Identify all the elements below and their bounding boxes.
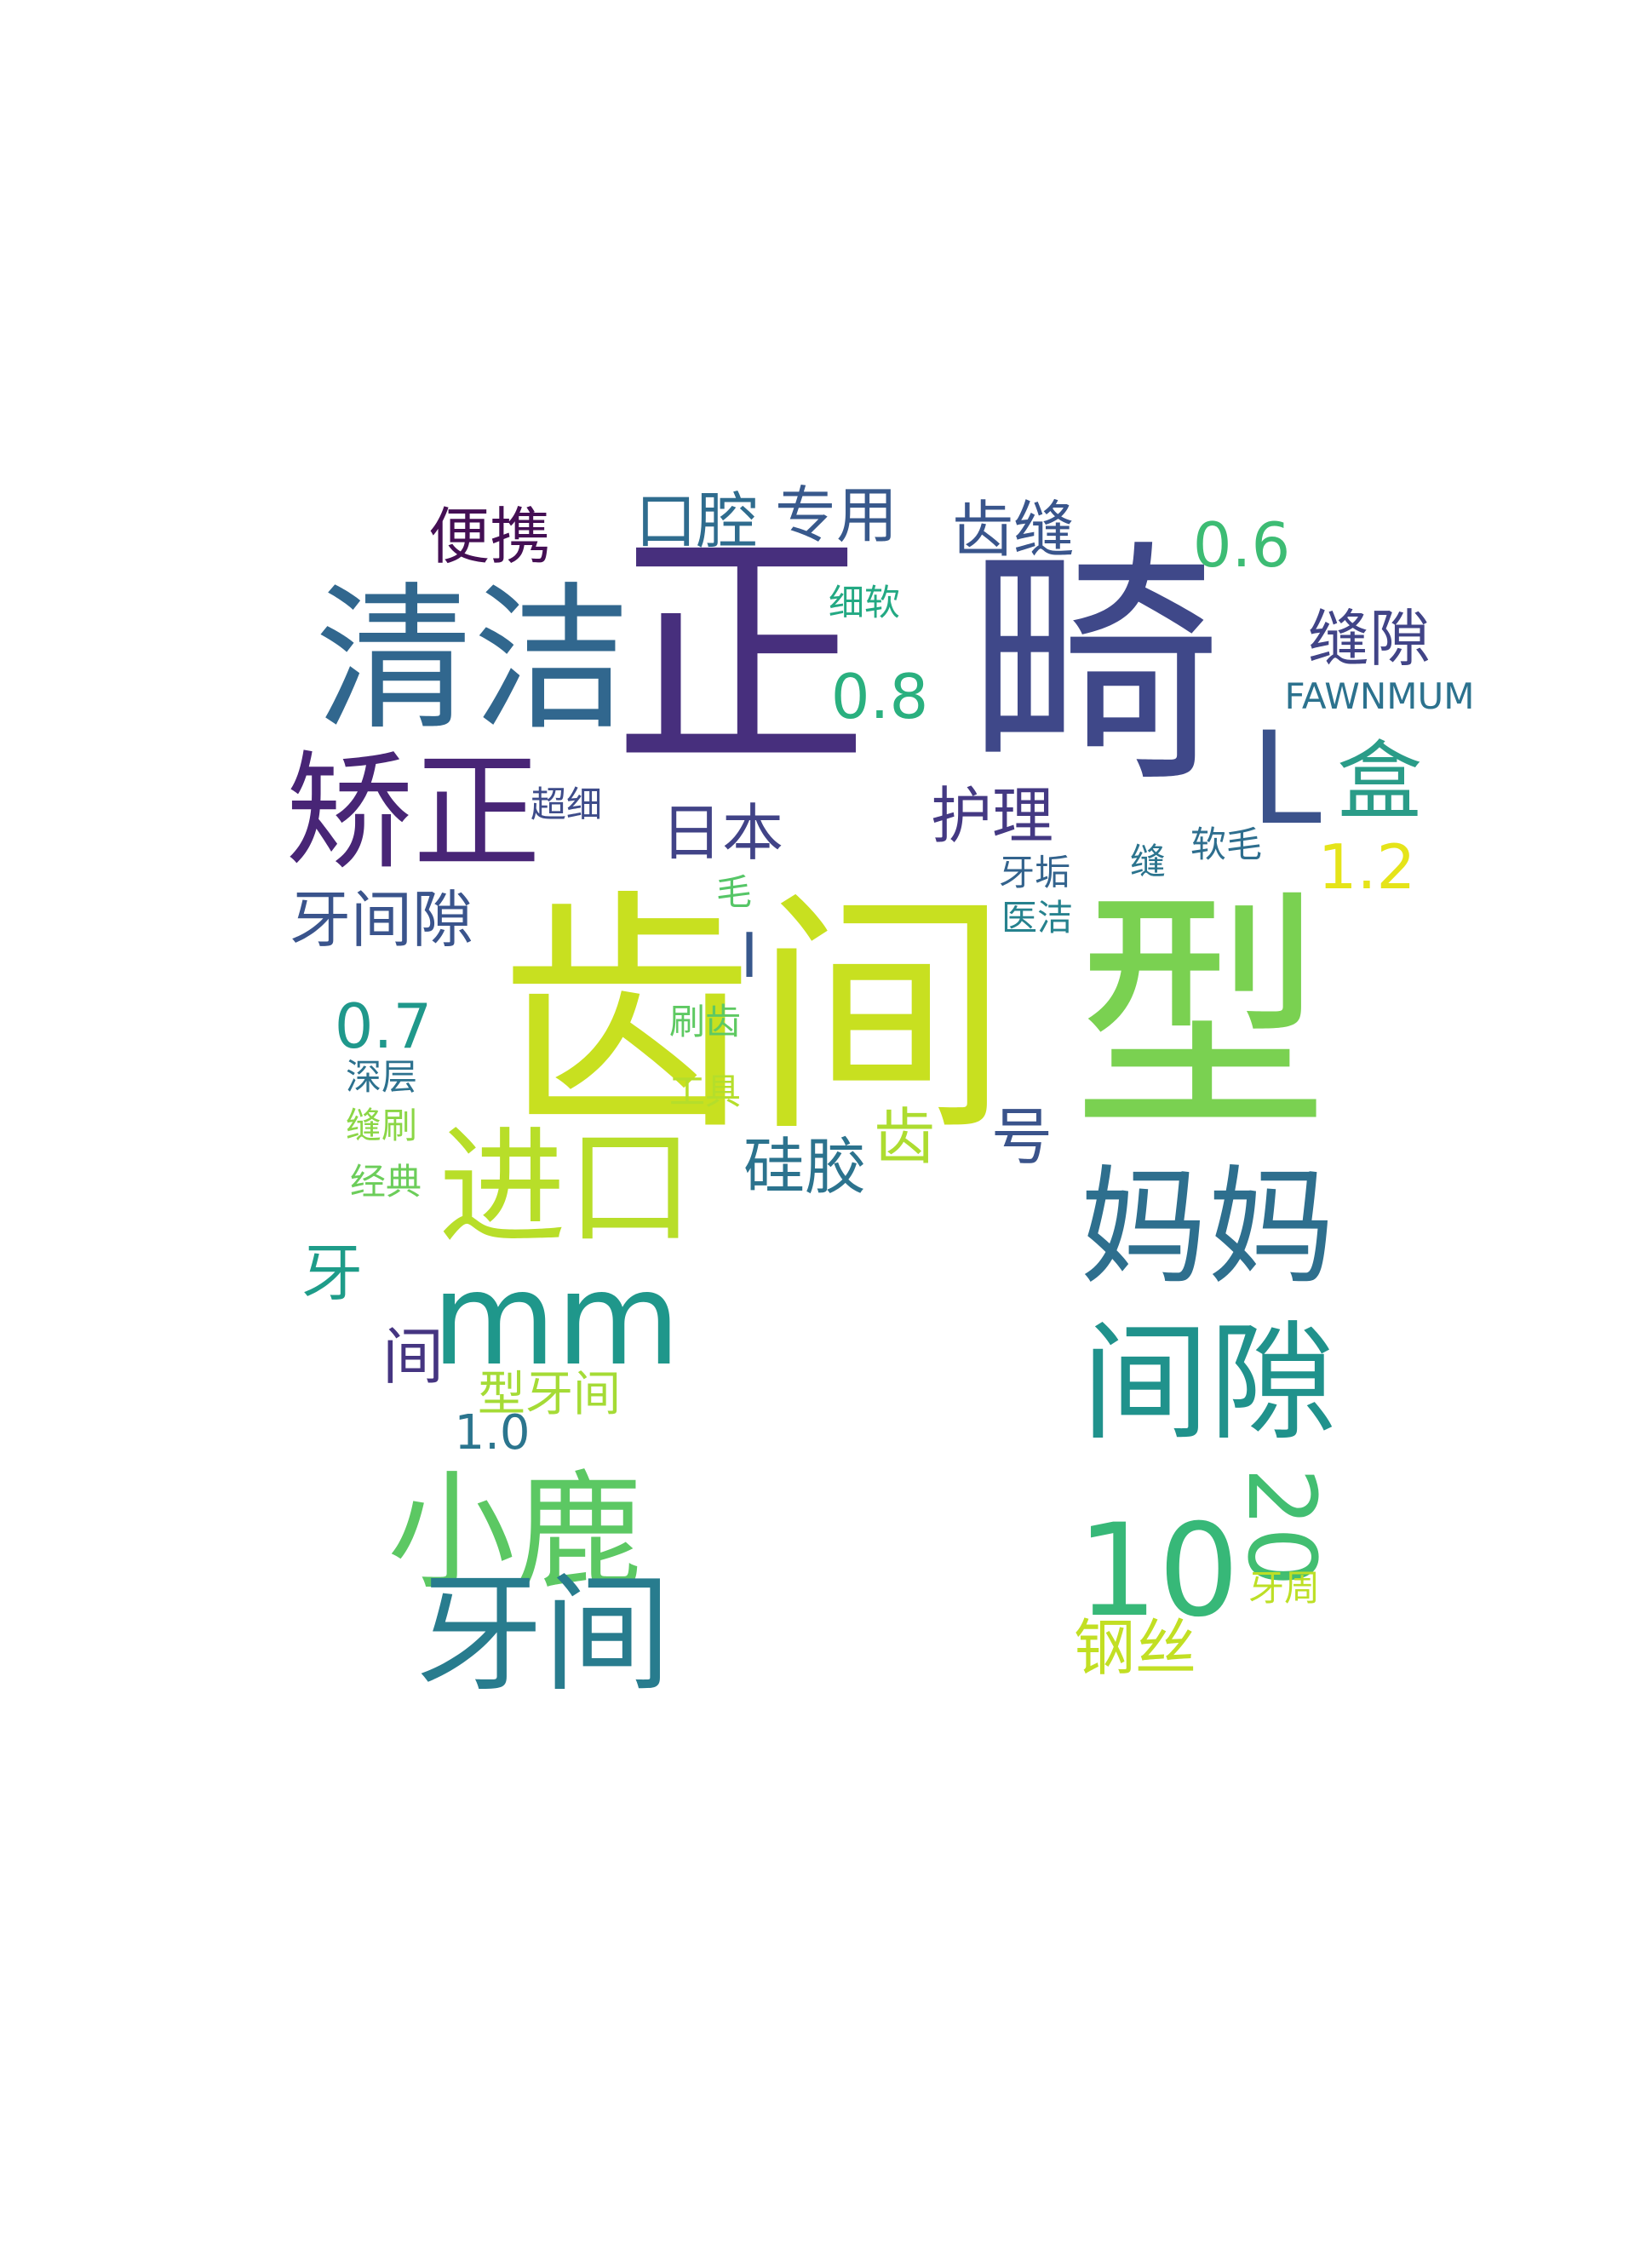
word-cloud-word: 齿间 — [498, 869, 1009, 1166]
word-cloud-word: 盒 — [1337, 732, 1422, 831]
word-cloud-word: 毛 — [715, 871, 753, 913]
word-cloud-word: 超细 — [530, 784, 603, 825]
word-cloud-word: 牙周 — [1248, 1567, 1321, 1609]
word-cloud-word: FAWNMUM — [1284, 675, 1475, 717]
word-cloud-word: 畸 — [967, 520, 1222, 817]
word-cloud-word: 便携 — [427, 501, 552, 572]
word-cloud-word: 清洁 — [315, 567, 630, 752]
word-cloud-word: 缝 — [1129, 841, 1167, 882]
word-cloud-word: 1.0 — [454, 1405, 531, 1461]
word-cloud-word: 刷齿 — [668, 1001, 742, 1042]
word-cloud-word: 牙间 — [415, 1561, 672, 1709]
word-cloud-word: 牙 — [301, 1237, 364, 1309]
word-cloud-word: 经典 — [349, 1161, 422, 1203]
word-cloud-word: 1.2 — [1317, 831, 1416, 903]
word-cloud-word: 号 — [990, 1101, 1053, 1173]
word-cloud-word: 牙间隙 — [289, 884, 474, 956]
word-cloud-word: 软毛 — [1190, 824, 1263, 865]
word-cloud-word: 缝刷 — [345, 1105, 418, 1146]
word-cloud-word: 间 — [381, 1321, 445, 1392]
word-cloud-word: mm — [431, 1246, 681, 1394]
word-cloud-word: 硅胶 — [743, 1131, 867, 1203]
word-cloud-word: 牙垢 — [998, 852, 1071, 893]
word-cloud-word: I — [740, 920, 759, 991]
word-cloud-word: 间隙 — [1081, 1310, 1338, 1458]
word-cloud-word: 0.7 — [334, 990, 433, 1062]
word-cloud-word: 0.6 — [1192, 509, 1291, 581]
word-cloud-word: 医洁 — [1001, 897, 1074, 939]
word-cloud-word: 日本 — [660, 797, 784, 869]
word-cloud-word: 0.8 — [830, 661, 929, 732]
word-cloud-word: 小鹿 — [387, 1459, 644, 1607]
word-cloud-word: 缝隙 — [1307, 603, 1431, 675]
word-cloud-word: 工具 — [668, 1071, 742, 1112]
word-cloud-word: 妈妈 — [1079, 1154, 1336, 1302]
word-cloud-word: 钢丝 — [1073, 1612, 1197, 1684]
word-cloud-word: 护理 — [930, 780, 1054, 852]
word-cloud-word: L — [1250, 705, 1322, 853]
word-cloud-word: 深层 — [345, 1056, 418, 1098]
word-cloud-word: 进口 — [438, 1114, 695, 1262]
word-cloud-word: 齿缝 — [951, 494, 1076, 566]
word-cloud-word: 专用 — [774, 479, 898, 551]
word-cloud-word: 矫正 — [284, 739, 542, 887]
word-cloud-word: 口腔 — [634, 485, 759, 557]
word-cloud-word: 型 — [1073, 869, 1328, 1166]
word-cloud-word: 型牙间 — [478, 1367, 621, 1422]
word-cloud-word: 细软 — [828, 582, 901, 623]
word-cloud-word: 正 — [613, 507, 869, 804]
word-cloud-word: 10 — [1076, 1497, 1240, 1645]
word-cloud-word: 齿 — [873, 1101, 936, 1173]
